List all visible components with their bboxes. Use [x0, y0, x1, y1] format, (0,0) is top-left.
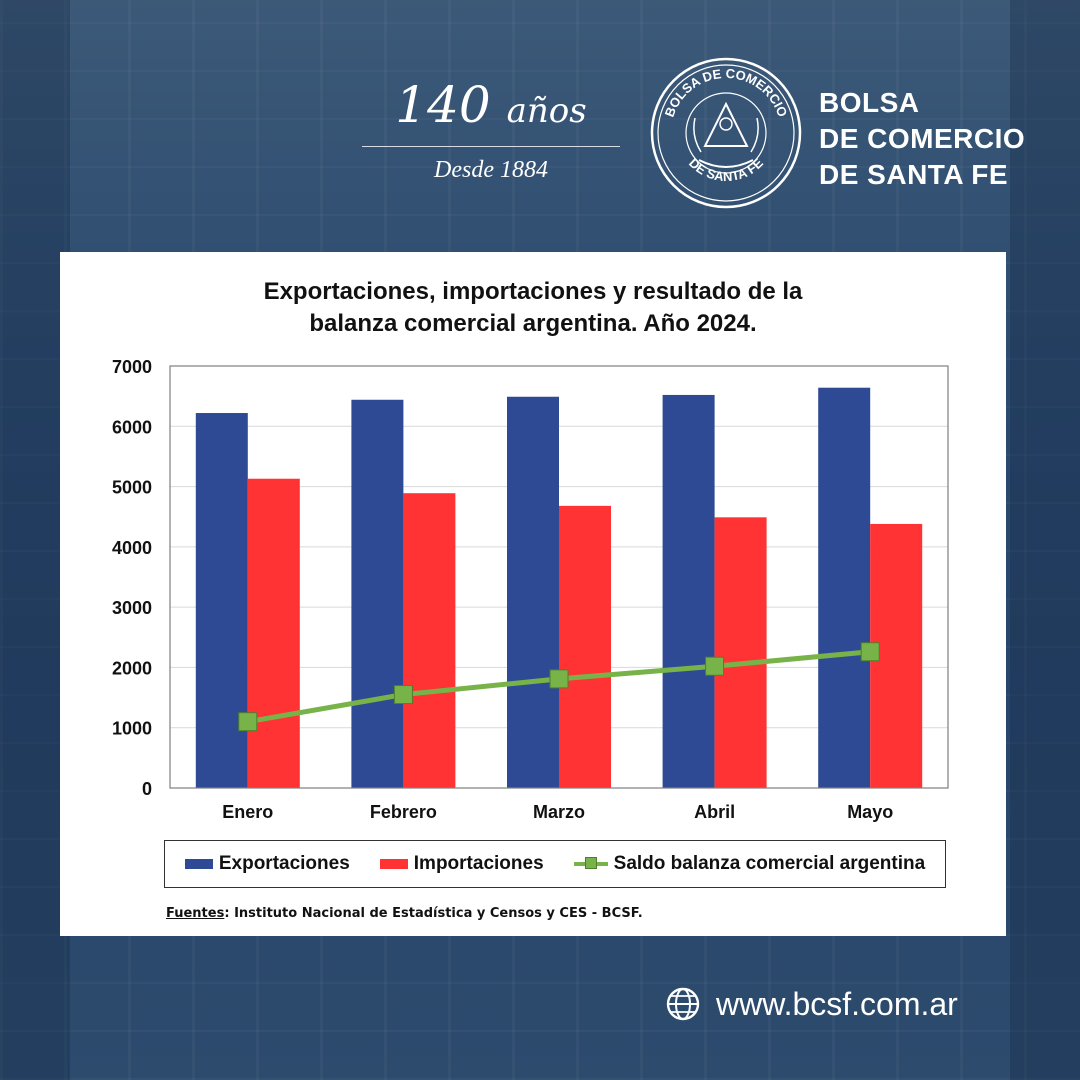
anniversary-logo: 140 años Desde 1884	[362, 78, 620, 188]
point-saldo	[705, 656, 725, 676]
legend-label-exportaciones: Exportaciones	[218, 853, 350, 874]
bar-exportaciones	[662, 394, 715, 788]
source-label: Fuentes	[166, 906, 225, 921]
anniversary-title: 140 años	[362, 78, 620, 138]
x-tick-label: Marzo	[533, 802, 585, 822]
bar-exportaciones	[195, 413, 248, 788]
y-tick-label: 1000	[112, 719, 152, 739]
y-tick-label: 3000	[112, 598, 152, 618]
x-tick-label: Mayo	[847, 802, 893, 822]
legend-item-importaciones: Importaciones	[379, 853, 544, 875]
x-tick-label: Abril	[694, 802, 735, 822]
legend-swatch-exportaciones	[184, 859, 213, 869]
source-text: : Instituto Nacional de Estadística y Ce…	[224, 906, 643, 921]
legend-label-importaciones: Importaciones	[413, 853, 544, 874]
point-saldo	[860, 642, 880, 662]
legend-swatch-saldo	[573, 857, 608, 869]
chart-plot: 0 1000 2000 3000 4000 5000 6000 7000 Enero Febrer…	[112, 357, 949, 822]
point-saldo	[238, 712, 258, 732]
bar-exportaciones	[818, 387, 871, 788]
legend-swatch-importaciones	[379, 859, 408, 869]
point-saldo	[549, 669, 569, 689]
container-stack-left	[0, 0, 70, 1080]
point-saldo	[393, 685, 413, 705]
y-tick-label: 4000	[112, 538, 152, 558]
anniversary-since: Desde 1884	[434, 157, 548, 183]
bar-importaciones	[403, 493, 456, 788]
globe-icon	[666, 987, 700, 1021]
anniversary-number: 140	[395, 76, 491, 134]
chart-title-line-1: Exportaciones, importaciones y resultado…	[263, 278, 803, 305]
y-tick-label: 6000	[112, 417, 152, 437]
anniversary-divider	[362, 146, 620, 147]
svg-text:DE SANTA FE: DE SANTA FE	[686, 155, 766, 184]
chart-panel: Exportaciones, importaciones y resultado…	[60, 252, 1006, 936]
x-tick-label: Enero	[222, 802, 273, 822]
chart-title: Exportaciones, importaciones y resultado…	[60, 276, 1006, 340]
y-tick-label: 7000	[112, 357, 152, 377]
website-link[interactable]: www.bcsf.com.ar	[666, 984, 958, 1024]
website-text[interactable]: www.bcsf.com.ar	[716, 985, 958, 1022]
bar-importaciones	[714, 517, 767, 788]
y-tick-label: 5000	[112, 478, 152, 498]
y-tick-label: 2000	[112, 658, 152, 678]
y-tick-label: 0	[142, 779, 152, 799]
plot-frame	[169, 365, 949, 789]
brand-line-2: DE COMERCIO	[819, 123, 1026, 154]
bar-exportaciones	[507, 396, 559, 788]
anniversary-word: años	[506, 91, 587, 131]
brand-name: BOLSA DE COMERCIO DE SANTA FE	[819, 85, 1025, 193]
legend-item-saldo: Saldo balanza comercial argentina	[573, 853, 926, 875]
bar-exportaciones	[351, 399, 404, 788]
x-tick-label: Febrero	[370, 802, 437, 822]
bcsf-seal-icon: BOLSA DE COMERCIO DE SANTA FE	[650, 57, 802, 209]
legend-item-exportaciones: Exportaciones	[184, 853, 350, 875]
bar-importaciones	[247, 478, 300, 788]
bar-importaciones	[559, 505, 611, 788]
source-note: Fuentes: Instituto Nacional de Estadísti…	[166, 906, 643, 921]
container-stack-right	[1010, 0, 1080, 1080]
brand-line-3: DE SANTA FE	[819, 159, 1009, 190]
brand-line-1: BOLSA	[819, 87, 920, 118]
legend-label-saldo: Saldo balanza comercial argentina	[613, 853, 926, 874]
chart-title-line-2: balanza comercial argentina. Año 2024.	[309, 310, 757, 337]
chart-legend: Exportaciones Importaciones Saldo balanz…	[164, 840, 946, 888]
